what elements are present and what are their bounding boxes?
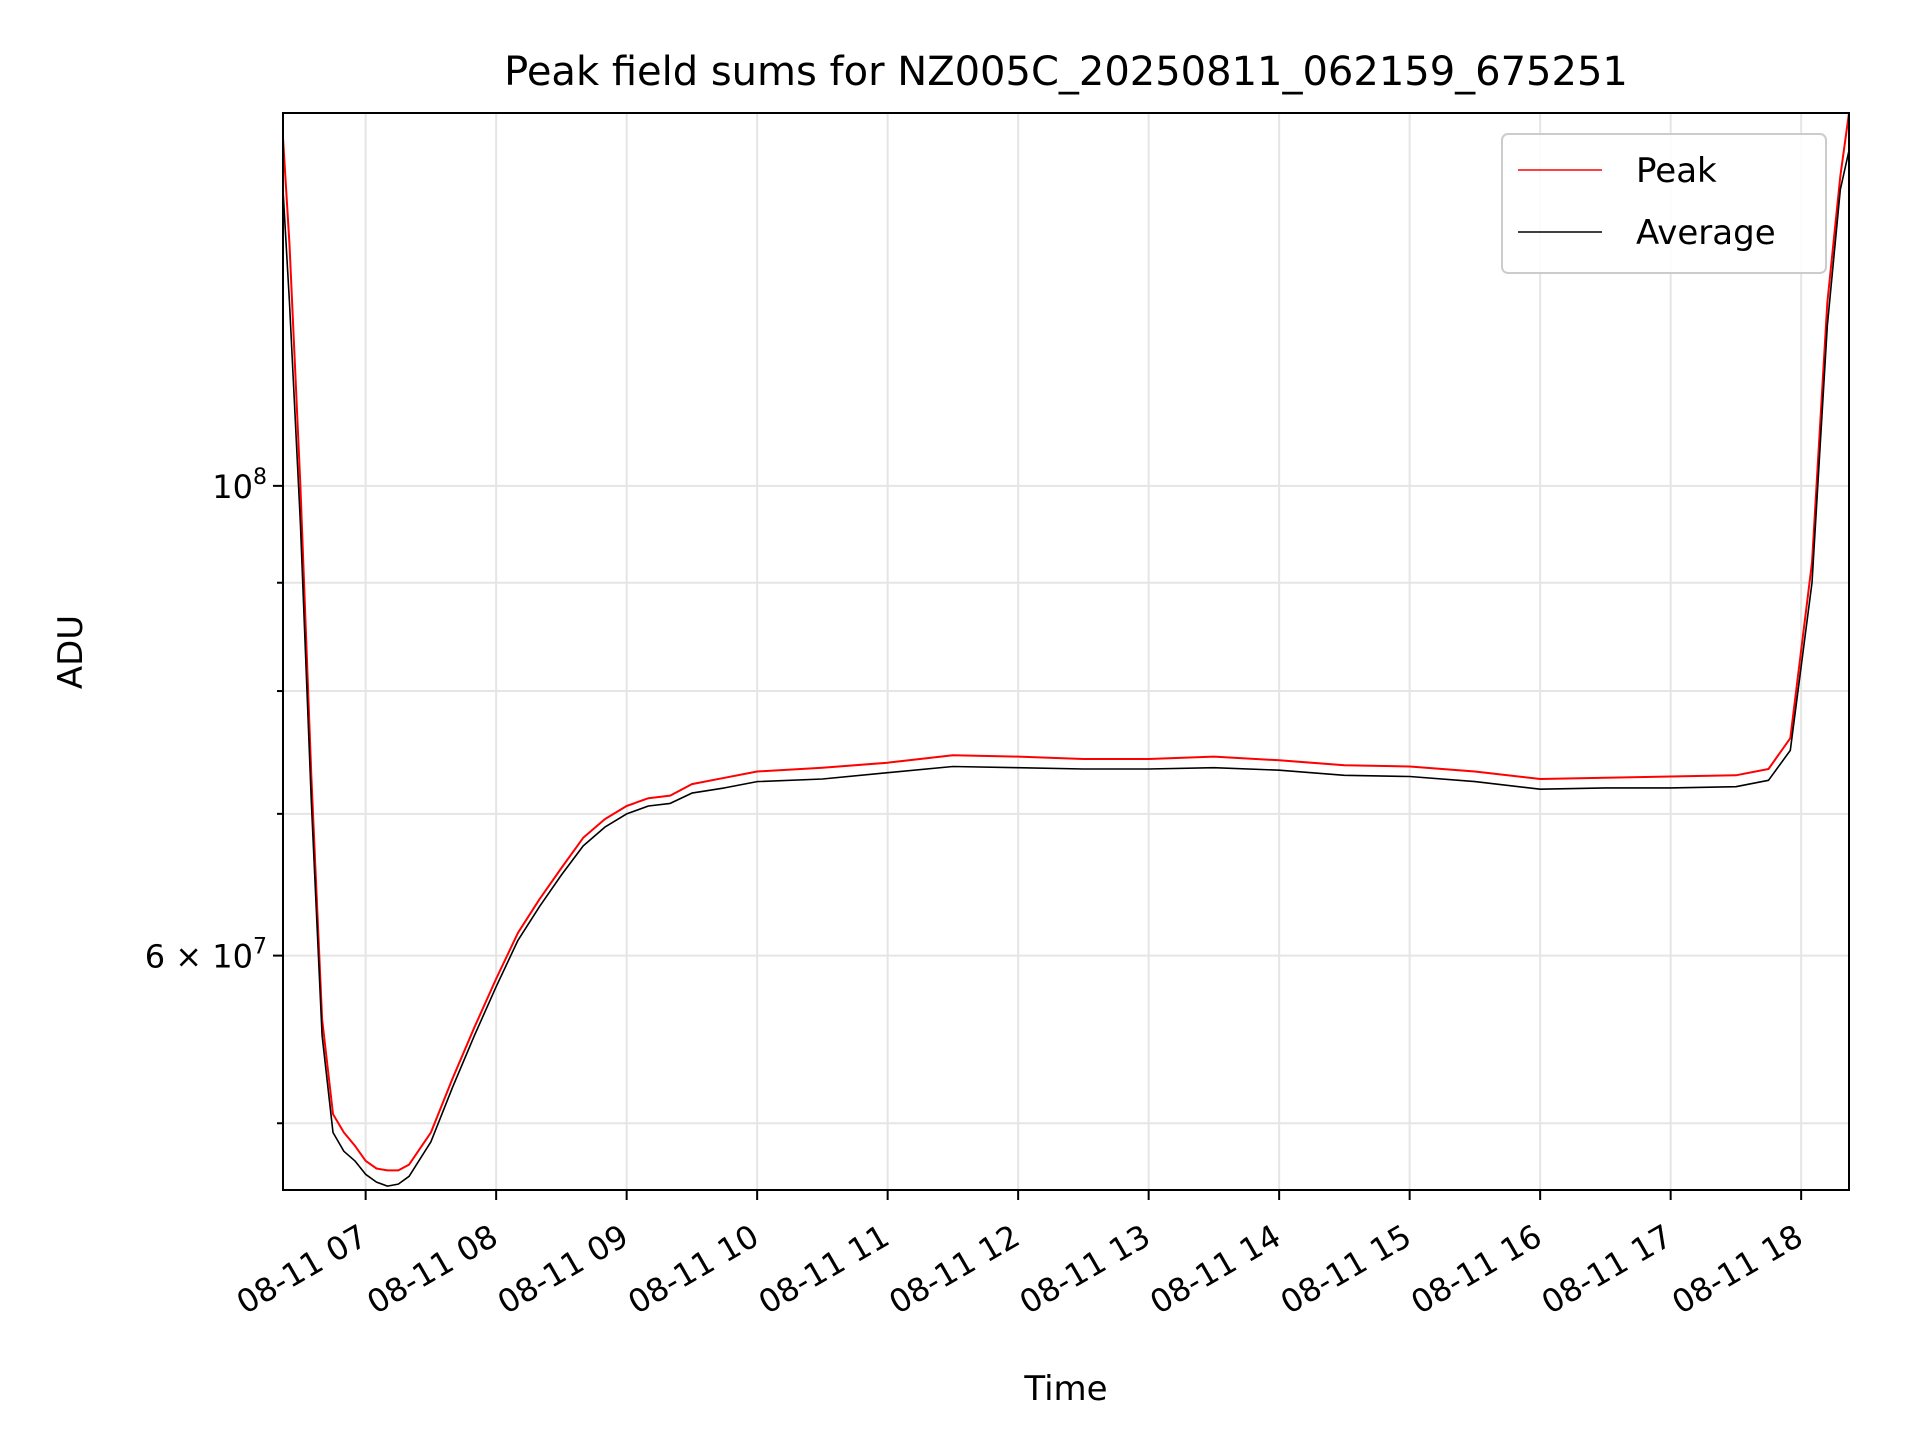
x-axis-label: Time (1023, 1369, 1107, 1409)
legend-label-peak: Peak (1636, 151, 1717, 191)
series-line-average (282, 150, 1850, 1187)
plot-frame (282, 112, 1850, 1191)
legend-label-average: Average (1636, 213, 1776, 253)
series-layer (282, 112, 1850, 1187)
y-axis-label: ADU (51, 615, 91, 689)
grid (283, 113, 1849, 1190)
chart-title: Peak field sums for NZ005C_20250811_0621… (504, 49, 1628, 95)
legend: Peak Average (1501, 133, 1827, 274)
y-tick-label: 108 (212, 465, 267, 506)
series-line-peak (282, 112, 1850, 1172)
y-tick-label: 6 × 107 (145, 935, 267, 976)
legend-box (1501, 133, 1827, 274)
